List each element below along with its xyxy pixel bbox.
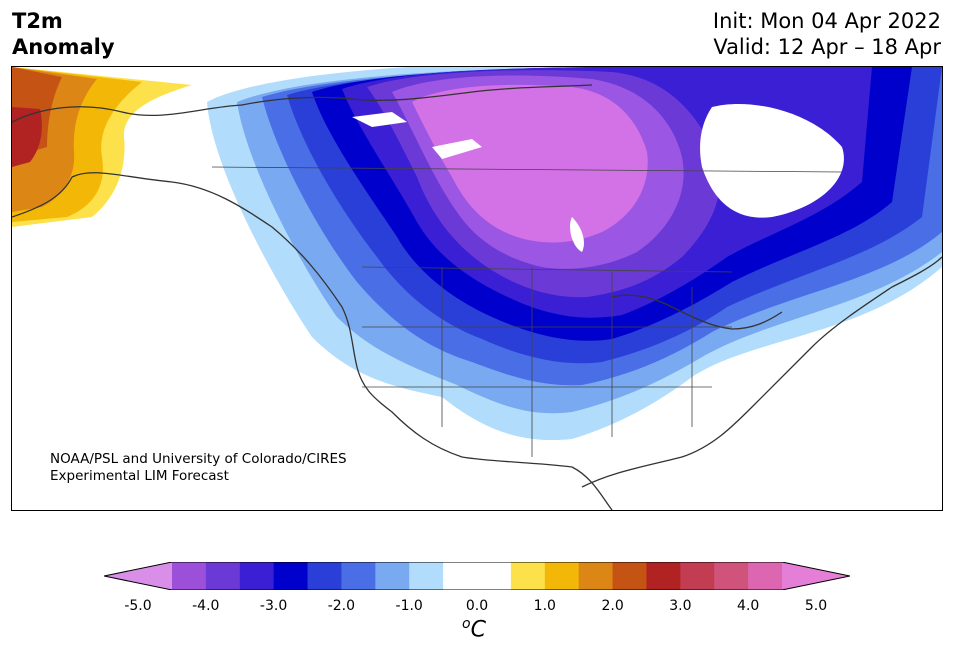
cold-anomaly [207, 67, 942, 441]
map-canvas [12, 67, 942, 510]
colorbar-tick-labels: -5.0 -4.0 -3.0 -2.0 -1.0 0.0 1.0 2.0 3.0 4.0 5.0 [0, 598, 953, 618]
title-line-1: T2m [12, 9, 63, 33]
colorbar-swatch [375, 562, 410, 590]
init-date: Init: Mon 04 Apr 2022 [712, 9, 941, 33]
colorbar-swatch [544, 562, 580, 590]
forecast-dates: Init: Mon 04 Apr 2022 Valid: 12 Apr – 18… [713, 8, 941, 60]
colorbar-swatch [205, 562, 241, 590]
map-title: T2m Anomaly [12, 8, 115, 60]
credit-text: NOAA/PSL and University of Colorado/CIRE… [50, 451, 347, 485]
anomaly-map: NOAA/PSL and University of Colorado/CIRE… [11, 66, 943, 511]
colorbar-extend-high [782, 562, 850, 590]
colorbar-swatch [477, 562, 512, 590]
colorbar-tick-label: 2.0 [601, 598, 624, 614]
colorbar-swatch [273, 562, 309, 590]
colorbar-swatch [714, 562, 749, 590]
colorbar-tick-label: 3.0 [669, 598, 692, 614]
colorbar-swatch [239, 562, 275, 590]
degree-sup: o [462, 616, 471, 632]
alaska-warm-anomaly [12, 67, 192, 227]
colorbar-swatch [612, 562, 647, 590]
colorbar-tick-label: -1.0 [395, 598, 423, 614]
political-borders [211, 166, 843, 457]
colorbar-swatch [409, 562, 444, 590]
colorbar-tick-label: -3.0 [259, 598, 288, 614]
credit-line-1: NOAA/PSL and University of Colorado/CIRE… [50, 451, 347, 467]
colorbar-swatch [578, 562, 614, 590]
title-line-2: Anomaly [12, 35, 115, 59]
colorbar-extend-low [104, 562, 172, 590]
colorbar-swatch [510, 562, 546, 590]
credit-line-2: Experimental LIM Forecast [50, 468, 229, 484]
valid-range: Valid: 12 Apr – 18 Apr [713, 35, 941, 59]
units-label: oC [462, 616, 486, 642]
colorbar-swatch [680, 562, 715, 590]
colorbar [104, 562, 850, 590]
colorbar-tick-label: 4.0 [737, 598, 760, 614]
colorbar-tick-label: -5.0 [124, 598, 152, 614]
colorbar-swatch [646, 562, 681, 590]
colorbar-tick-label: -2.0 [327, 598, 356, 614]
colorbar-swatch [341, 562, 376, 590]
colorbar-swatch [172, 562, 207, 590]
colorbar-tick-label: 0.0 [465, 598, 489, 614]
units-letter: C [470, 617, 486, 643]
colorbar-tick-label: -4.0 [192, 598, 220, 614]
coastlines [12, 84, 942, 510]
colorbar-tick-label: 1.0 [533, 598, 556, 614]
colorbar-swatches [104, 562, 850, 590]
colorbar-swatch [307, 562, 342, 590]
colorbar-swatch [443, 562, 478, 590]
colorbar-tick-label: 5.0 [804, 598, 828, 614]
colorbar-swatch [748, 562, 783, 590]
